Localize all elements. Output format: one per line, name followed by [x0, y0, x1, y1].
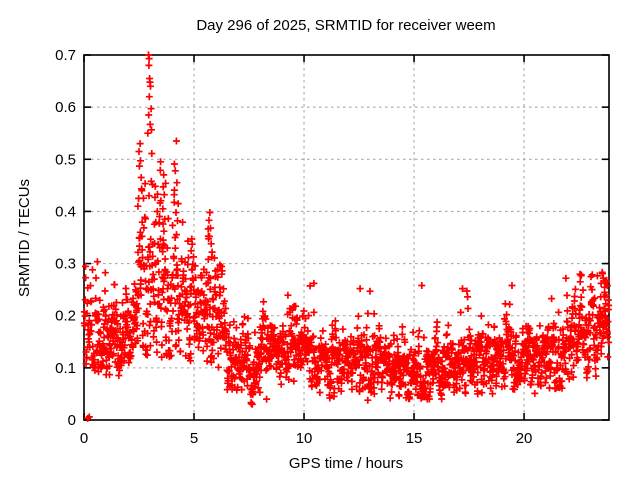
- x-tick-label: 20: [516, 430, 533, 447]
- y-tick-label: 0.5: [55, 151, 76, 168]
- y-tick-label: 0.7: [55, 47, 76, 64]
- x-tick-label: 0: [80, 430, 88, 447]
- plot-border: [83, 54, 610, 421]
- data-points: [80, 51, 613, 422]
- y-axis-label: SRMTID / TECUs: [16, 179, 33, 297]
- y-tick-label: 0.3: [55, 256, 76, 273]
- x-tick-label: 10: [296, 430, 313, 447]
- y-tick-label: 0.6: [55, 99, 76, 116]
- chart-title: Day 296 of 2025, SRMTID for receiver wee…: [196, 17, 495, 34]
- y-tick-label: 0.4: [55, 203, 76, 220]
- y-tick-label: 0.2: [55, 308, 76, 325]
- x-axis-label: GPS time / hours: [289, 455, 403, 472]
- axes-and-ticks: 0 5 10 15 20 0 0.1 0.2 0.3 0.4 0.5 0.6 0.7: [55, 47, 610, 447]
- y-tick-label: 0: [68, 412, 76, 429]
- data-points-layer: [80, 51, 613, 422]
- x-tick-label: 5: [190, 430, 198, 447]
- x-tick-label: 15: [406, 430, 423, 447]
- y-tick-label: 0.1: [55, 360, 76, 377]
